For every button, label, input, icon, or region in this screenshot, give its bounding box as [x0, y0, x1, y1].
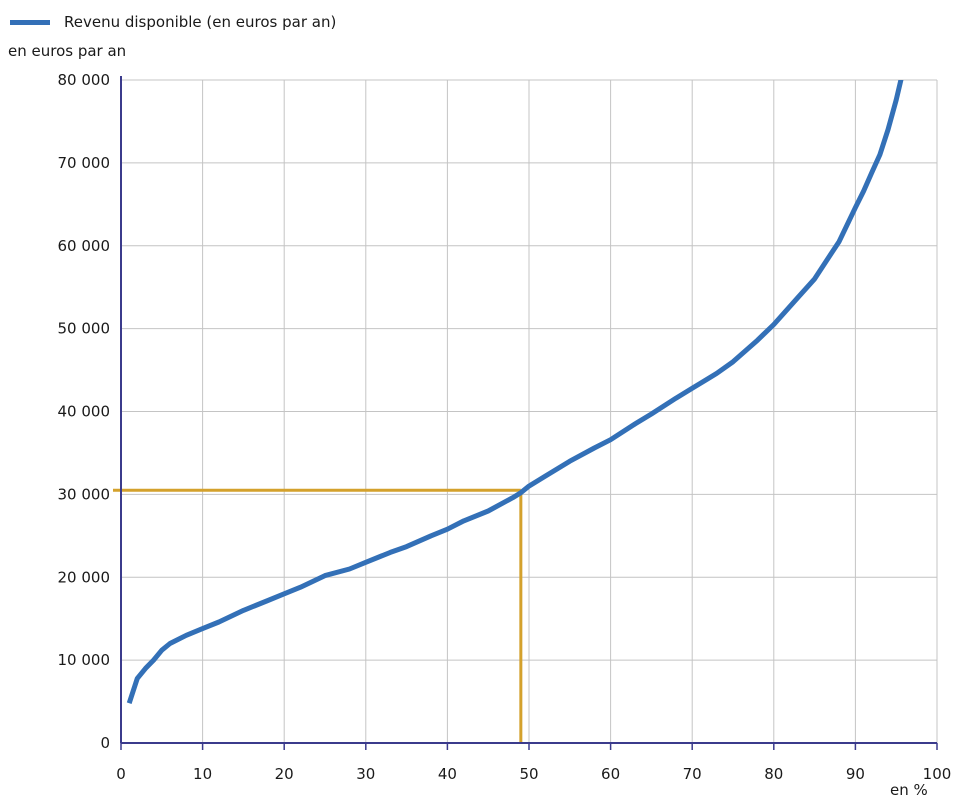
y-tick-label: 60 000	[58, 237, 111, 255]
y-tick-labels: 0 10 000 20 000 30 000 40 000 50 000 60 000 70 …	[58, 71, 111, 752]
y-tick-label: 20 000	[58, 568, 111, 586]
legend-label: Revenu disponible (en euros par an)	[64, 13, 337, 31]
y-tick-label: 70 000	[58, 154, 111, 172]
y-tick-label: 40 000	[58, 403, 111, 421]
x-axis-unit-label: en %	[890, 781, 928, 799]
x-tick-label: 20	[275, 765, 294, 783]
x-tick-label: 60	[601, 765, 620, 783]
x-tick-label: 10	[193, 765, 212, 783]
x-tick-label: 30	[356, 765, 375, 783]
x-tick-label: 90	[846, 765, 865, 783]
x-tick-label: 70	[683, 765, 702, 783]
x-tick-label: 100	[923, 765, 952, 783]
y-tick-label: 30 000	[58, 485, 111, 503]
x-tick-label: 80	[764, 765, 783, 783]
y-tick-label: 50 000	[58, 320, 111, 338]
x-tick-labels: 0 10 20 30 40 50 60 70 80 90 100	[116, 765, 951, 783]
y-tick-label: 10 000	[58, 651, 111, 669]
x-tick-label: 0	[116, 765, 126, 783]
axes	[120, 76, 938, 750]
series-group	[126, 80, 904, 704]
legend: Revenu disponible (en euros par an)	[10, 10, 336, 34]
grid	[121, 79, 938, 743]
x-tick-label: 50	[519, 765, 538, 783]
y-axis-unit-label: en euros par an	[8, 42, 127, 60]
x-tick-label: 40	[438, 765, 457, 783]
reference-lines	[113, 488, 523, 743]
legend-swatch	[10, 19, 50, 25]
series-line	[126, 80, 904, 704]
y-tick-label: 80 000	[58, 71, 111, 89]
y-tick-label: 0	[100, 734, 110, 752]
